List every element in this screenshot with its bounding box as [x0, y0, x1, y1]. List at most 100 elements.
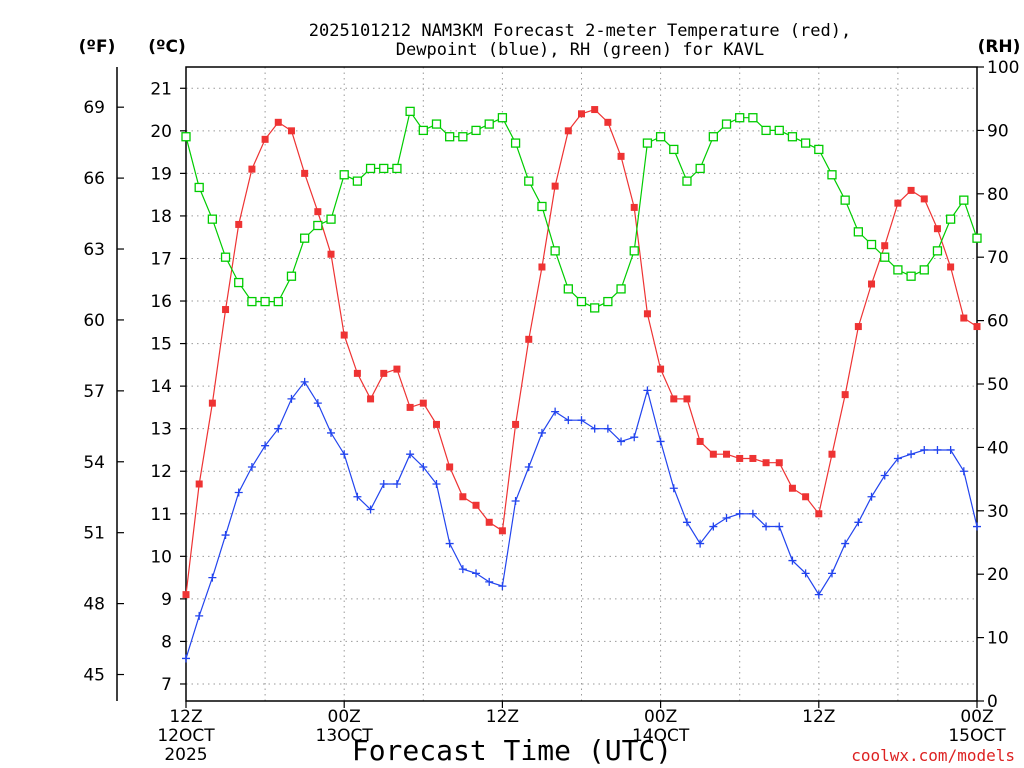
fahrenheit-tick-label: 57: [83, 382, 105, 402]
temperature-point: [709, 450, 717, 458]
dewpoint-point: [722, 514, 731, 523]
rh-tick-label: 80: [987, 185, 1009, 205]
series-line: [185, 109, 978, 309]
rh-point: [629, 246, 639, 256]
rh-point: [339, 170, 349, 180]
time-tick-label: 00Z: [644, 707, 677, 727]
temperature-point: [538, 263, 546, 271]
dewpoint-point: [630, 433, 639, 442]
temperature-point: [314, 208, 322, 216]
rh-point: [220, 252, 231, 262]
rh-point: [616, 284, 626, 294]
rh-point: [497, 113, 508, 123]
rh-point: [840, 195, 850, 205]
dewpoint-point: [511, 497, 520, 506]
temperature-point: [235, 220, 243, 228]
rh-tick-label: 30: [987, 502, 1009, 522]
temperature-point: [604, 118, 612, 126]
celsius-tick-label: 8: [161, 632, 172, 652]
temperature-point: [762, 459, 770, 467]
dewpoint-point: [300, 377, 309, 386]
temperature-point: [643, 310, 651, 318]
dewpoint-point: [973, 522, 981, 531]
time-tick-label: 00Z: [960, 707, 993, 727]
fahrenheit-tick-label: 69: [83, 98, 105, 118]
celsius-tick-label: 7: [161, 675, 172, 695]
rh-point: [655, 132, 666, 142]
rh-point: [603, 296, 613, 307]
celsius-tick-label: 16: [150, 292, 172, 312]
dewpoint-point: [880, 471, 889, 480]
dewpoint-point: [524, 462, 533, 471]
dewpoint-point: [959, 467, 968, 476]
temperature-point: [920, 195, 928, 203]
dewpoint-point: [498, 582, 507, 591]
rh-point: [853, 227, 863, 237]
dewpoint-point: [682, 518, 691, 527]
rh-tick-label: 90: [987, 121, 1009, 141]
fahrenheit-tick-label: 60: [83, 311, 105, 331]
rh-point: [484, 119, 494, 129]
dewpoint-point: [867, 492, 876, 501]
temperature-point: [907, 186, 915, 194]
dewpoint-point: [669, 484, 678, 493]
dewpoint-point: [788, 556, 797, 565]
dewpoint-point: [603, 424, 612, 433]
dewpoint-point: [643, 386, 652, 395]
dewpoint-point: [696, 539, 705, 548]
temperature-point: [854, 323, 862, 331]
dewpoint-point: [735, 509, 744, 518]
celsius-tick-label: 17: [150, 249, 172, 269]
celsius-tick-label: 15: [150, 335, 172, 355]
temperature-point: [393, 365, 401, 373]
x-axis-label: Forecast Time (UTC): [352, 734, 672, 767]
temperature-point: [775, 459, 783, 467]
rh-point: [326, 214, 336, 224]
series-2-meter-temperature: [182, 106, 981, 599]
temperature-point: [353, 369, 361, 377]
dewpoint-point: [485, 577, 494, 586]
rh-point: [405, 106, 415, 117]
fahrenheit-tick-label: 48: [83, 595, 105, 615]
rh-point: [181, 132, 191, 142]
dewpoint-point: [221, 531, 230, 540]
temperature-point: [551, 182, 559, 190]
rh-point: [299, 233, 310, 243]
rh-point: [563, 284, 573, 294]
temperature-point: [485, 518, 493, 526]
rh-point: [787, 132, 798, 142]
temperature-point: [512, 420, 520, 428]
time-tick-label: 12OCT: [157, 726, 215, 746]
temperature-point: [815, 510, 823, 518]
rh-point: [352, 176, 363, 186]
dewpoint-point: [656, 437, 665, 446]
temperature-point: [788, 484, 796, 492]
temperature-point: [406, 403, 414, 411]
fahrenheit-tick-label: 63: [83, 240, 105, 260]
time-tick-label: 2025: [164, 745, 207, 765]
dewpoint-point: [247, 462, 256, 471]
dewpoint-point: [537, 428, 546, 437]
rh-point: [774, 125, 784, 136]
axes: 7 8 9 10 11 12 13 14 15 16 17 18 19 20 21 45 48 51 54 57 60 6…: [83, 58, 1019, 765]
temperature-point: [459, 493, 467, 501]
rh-point: [866, 239, 877, 250]
dewpoint-point: [432, 479, 441, 488]
temperature-point: [327, 250, 335, 258]
rh-point: [748, 113, 758, 123]
temperature-point: [419, 399, 427, 407]
dewpoint-point: [827, 569, 836, 578]
rh-point: [445, 132, 455, 142]
time-tick-label: 13OCT: [316, 726, 374, 746]
dewpoint-point: [472, 569, 481, 578]
fahrenheit-tick-label: 66: [83, 169, 105, 189]
rh-point: [576, 296, 587, 307]
celsius-tick-label: 12: [150, 462, 172, 482]
dewpoint-point: [551, 407, 560, 416]
celsius-tick-label: 21: [150, 79, 172, 99]
temperature-point: [947, 263, 955, 271]
temperature-point: [630, 203, 638, 211]
dewpoint-point: [564, 416, 573, 425]
temperature-point: [261, 135, 269, 143]
